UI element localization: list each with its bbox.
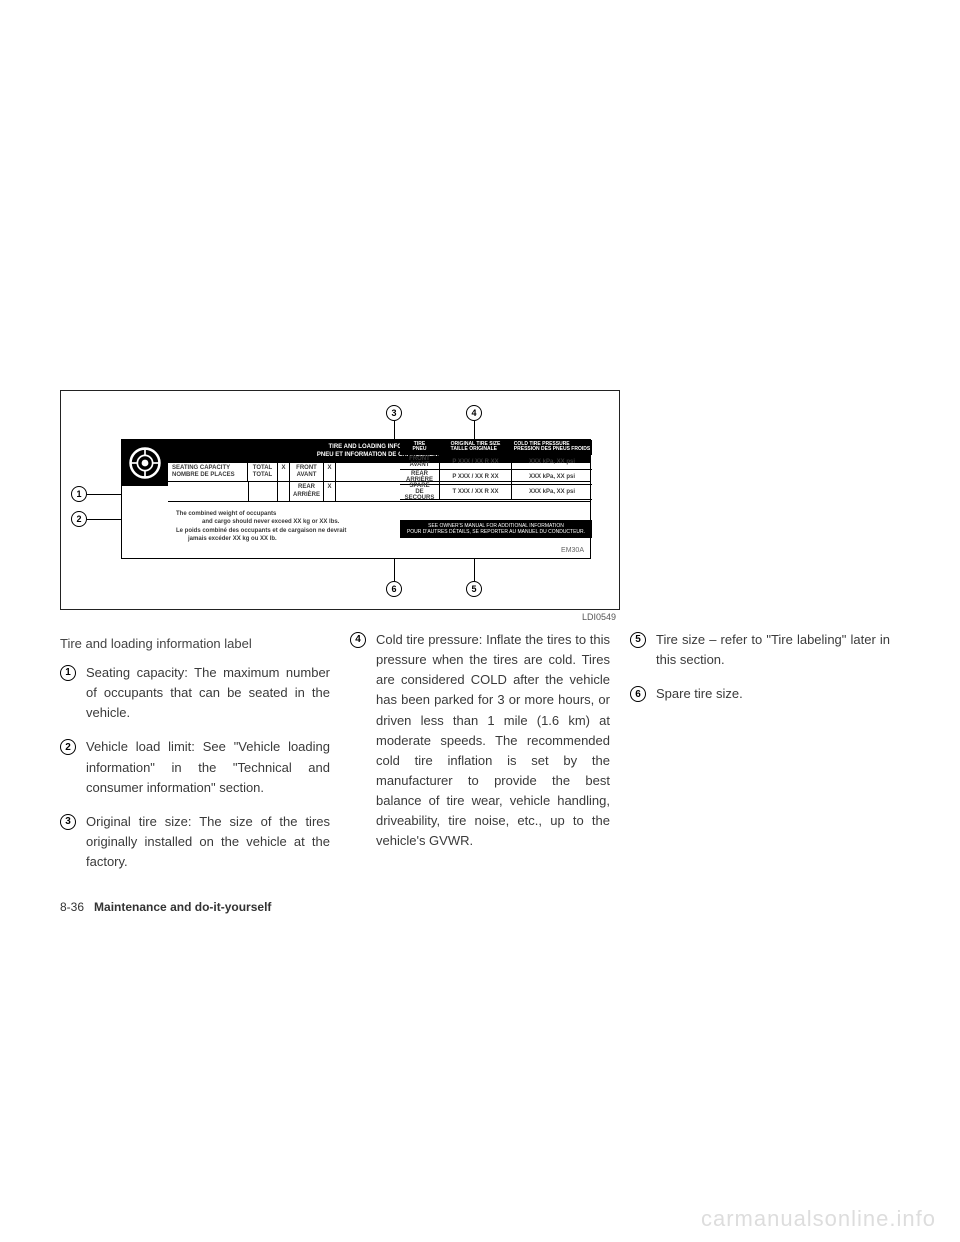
weight-note: The combined weight of occupants and car…: [176, 510, 346, 544]
hdr-size: ORIGINAL TIRE SIZE TAILLE ORIGINALE: [440, 440, 512, 454]
press-cell: XXX kPa, XX psi: [512, 455, 592, 469]
page-number: 8-36: [60, 900, 84, 914]
rear-label: REAR ARRIÈRE: [290, 482, 324, 500]
x-val: X: [278, 463, 290, 481]
hdr-press: COLD TIRE PRESSURE PRESSION DES PNEUS FR…: [512, 440, 592, 454]
item-text: Seating capacity: The maximum number of …: [86, 663, 330, 723]
em-code: EM30A: [561, 547, 584, 554]
tire-placard: TIRE AND LOADING INFORMATION PNEU ET INF…: [121, 439, 591, 559]
marker-3: 3: [60, 814, 76, 830]
column-1: Tire and loading information label 1 Sea…: [60, 630, 330, 886]
tire-icon: [122, 440, 168, 486]
row-spare: SPARE DE SECOURS: [400, 485, 440, 499]
callout-5: 5: [466, 581, 482, 597]
column-3: 5 Tire size – refer to "Tire labeling" l…: [630, 630, 890, 886]
see-owner-note: SEE OWNER'S MANUAL FOR ADDITIONAL INFORM…: [400, 520, 592, 538]
tire-label-diagram: 1 2 3 4 5 6: [60, 390, 620, 610]
list-item-2: 2 Vehicle load limit: See "Vehicle loadi…: [60, 737, 330, 797]
item-text: Vehicle load limit: See "Vehicle loading…: [86, 737, 330, 797]
item-text: Original tire size: The size of the tire…: [86, 812, 330, 872]
page-content: 1 2 3 4 5 6: [60, 390, 900, 886]
diagram-container: 1 2 3 4 5 6: [60, 390, 620, 622]
list-item-3: 3 Original tire size: The size of the ti…: [60, 812, 330, 872]
watermark: carmanualsonline.info: [701, 1206, 936, 1232]
list-item-1: 1 Seating capacity: The maximum number o…: [60, 663, 330, 723]
front-label: FRONT AVANT: [290, 463, 324, 481]
x-val: X: [324, 463, 336, 481]
size-cell: P XXX / XX R XX: [440, 470, 512, 484]
row-front: FRONT AVANT: [400, 455, 440, 469]
figure-caption: Tire and loading information label: [60, 636, 330, 651]
callout-line: [474, 421, 475, 439]
seating-label: SEATING CAPACITY NOMBRE DE PLACES: [168, 463, 248, 481]
marker-1: 1: [60, 665, 76, 681]
callout-line: [394, 421, 395, 439]
size-cell: P XXX / XX R XX: [440, 455, 512, 469]
marker-6: 6: [630, 686, 646, 702]
section-title: Maintenance and do-it-yourself: [94, 900, 271, 914]
callout-1: 1: [71, 486, 87, 502]
item-text: Cold tire pressure: Inflate the tires to…: [376, 630, 610, 852]
list-item-4: 4 Cold tire pressure: Inflate the tires …: [350, 630, 610, 852]
column-2: 4 Cold tire pressure: Inflate the tires …: [350, 630, 610, 886]
figure-code: LDI0549: [60, 612, 620, 622]
press-cell: XXX kPa, XX psi: [512, 470, 592, 484]
size-cell: T XXX / XX R XX: [440, 485, 512, 499]
callout-3: 3: [386, 405, 402, 421]
marker-5: 5: [630, 632, 646, 648]
page-footer: 8-36 Maintenance and do-it-yourself: [60, 900, 271, 914]
total-label: TOTALTOTAL: [248, 463, 278, 481]
marker-4: 4: [350, 632, 366, 648]
hdr-tire: TIRE PNEU: [400, 440, 440, 454]
row-rear: REAR ARRIÈRE: [400, 470, 440, 484]
callout-4: 4: [466, 405, 482, 421]
callout-2: 2: [71, 511, 87, 527]
item-text: Tire size – refer to "Tire labeling" lat…: [656, 630, 890, 670]
item-text: Spare tire size.: [656, 684, 890, 704]
marker-2: 2: [60, 739, 76, 755]
text-columns: Tire and loading information label 1 Sea…: [60, 630, 900, 886]
list-item-6: 6 Spare tire size.: [630, 684, 890, 704]
x-val: X: [324, 482, 336, 500]
callout-6: 6: [386, 581, 402, 597]
press-cell: XXX kPa, XX psi: [512, 485, 592, 499]
tire-table: TIRE PNEU ORIGINAL TIRE SIZE TAILLE ORIG…: [400, 440, 592, 500]
list-item-5: 5 Tire size – refer to "Tire labeling" l…: [630, 630, 890, 670]
